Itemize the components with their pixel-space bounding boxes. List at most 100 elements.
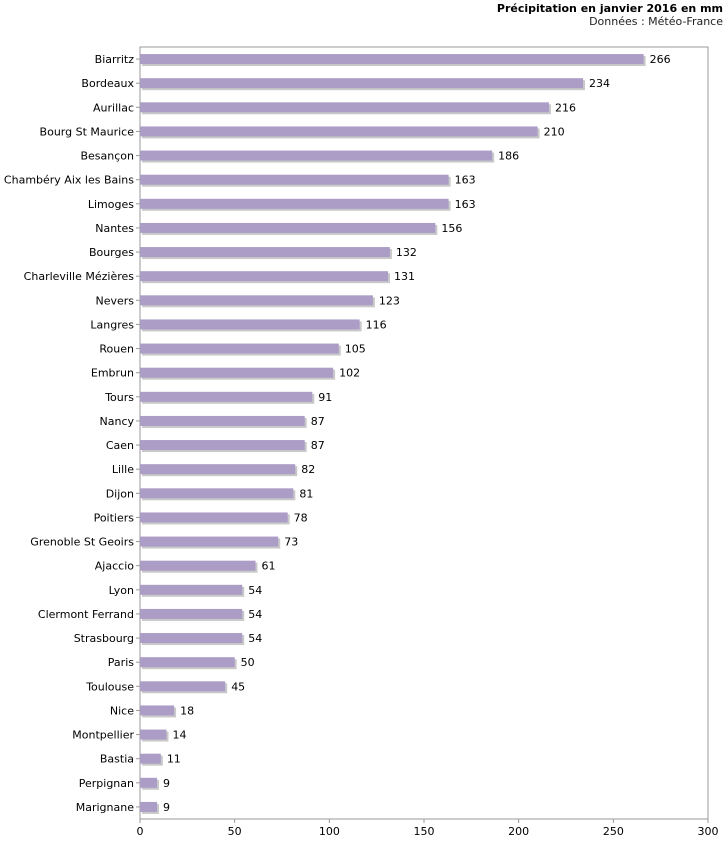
category-label: Charleville Mézières: [24, 270, 135, 283]
chart-title: Précipitation en janvier 2016 en mm: [496, 2, 723, 15]
value-label: 131: [394, 270, 415, 283]
category-label: Dijon: [106, 487, 134, 500]
category-label: Perpignan: [79, 777, 134, 790]
category-label: Nevers: [95, 294, 134, 307]
bar-17: [140, 464, 296, 475]
bar-28: [140, 729, 167, 740]
category-label: Grenoble St Geoirs: [30, 536, 134, 549]
bar-13: [140, 367, 334, 378]
category-label: Paris: [108, 656, 134, 669]
bar-22: [140, 584, 243, 595]
value-label: 266: [650, 53, 671, 66]
bar-24: [140, 633, 243, 644]
category-label: Marignane: [76, 801, 134, 814]
x-tick-label: 50: [228, 825, 242, 838]
category-label: Embrun: [91, 367, 134, 380]
category-label: Chambéry Aix les Bains: [4, 174, 134, 187]
x-tick-label: 150: [414, 825, 435, 838]
bar-11: [140, 319, 360, 330]
value-label: 132: [396, 246, 417, 259]
value-label: 82: [301, 463, 315, 476]
value-label: 78: [294, 511, 308, 524]
bar-25: [140, 657, 235, 668]
value-label: 216: [555, 101, 576, 114]
category-label: Strasbourg: [74, 632, 134, 645]
bar-1: [140, 78, 584, 89]
value-label: 11: [167, 753, 181, 766]
value-label: 73: [284, 536, 298, 549]
value-label: 18: [180, 704, 194, 717]
category-label: Nancy: [100, 415, 135, 428]
bar-27: [140, 705, 175, 716]
x-tick-label: 300: [698, 825, 719, 838]
category-label: Nice: [110, 704, 134, 717]
bar-2: [140, 102, 549, 113]
bar-0: [140, 54, 644, 65]
bar-29: [140, 753, 161, 764]
x-tick-label: 0: [137, 825, 144, 838]
chart-subtitle: Données : Météo-France: [589, 15, 723, 28]
x-tick-label: 250: [603, 825, 624, 838]
bar-21: [140, 560, 256, 571]
value-label: 186: [498, 150, 519, 163]
category-label: Bordeaux: [81, 77, 134, 90]
bar-3: [140, 126, 538, 137]
x-tick-label: 200: [508, 825, 529, 838]
bar-19: [140, 512, 288, 523]
bar-31: [140, 801, 158, 812]
bar-16: [140, 440, 305, 451]
category-label: Bourg St Maurice: [40, 125, 135, 138]
value-label: 9: [163, 801, 170, 814]
bar-10: [140, 295, 373, 306]
value-label: 14: [173, 729, 187, 742]
category-label: Clermont Ferrand: [38, 608, 134, 621]
category-label: Lyon: [109, 584, 134, 597]
plot-frame: [139, 46, 709, 820]
bar-12: [140, 343, 339, 354]
value-label: 156: [441, 222, 462, 235]
bar-26: [140, 681, 226, 692]
bar-4: [140, 150, 493, 161]
value-label: 116: [366, 318, 387, 331]
category-label: Langres: [90, 318, 134, 331]
bar-30: [140, 777, 158, 788]
value-label: 54: [248, 584, 262, 597]
value-label: 9: [163, 777, 170, 790]
value-label: 87: [311, 415, 325, 428]
category-label: Nantes: [95, 222, 134, 235]
value-label: 54: [248, 632, 262, 645]
category-label: Bourges: [89, 246, 134, 259]
bar-5: [140, 174, 449, 185]
category-label: Bastia: [100, 753, 134, 766]
category-label: Lille: [112, 463, 134, 476]
value-label: 163: [455, 174, 476, 187]
bar-20: [140, 536, 279, 547]
value-label: 105: [345, 343, 366, 356]
category-label: Montpellier: [72, 729, 134, 742]
bar-15: [140, 415, 305, 426]
value-label: 54: [248, 608, 262, 621]
value-label: 102: [339, 367, 360, 380]
value-label: 210: [544, 125, 565, 138]
bar-14: [140, 391, 313, 402]
value-label: 87: [311, 439, 325, 452]
value-label: 45: [231, 680, 245, 693]
category-label: Ajaccio: [95, 560, 134, 573]
bar-23: [140, 608, 243, 619]
bar-9: [140, 271, 389, 282]
category-label: Limoges: [88, 198, 134, 211]
chart-header: Précipitation en janvier 2016 en mm Donn…: [497, 2, 723, 28]
category-label: Toulouse: [85, 680, 134, 693]
bar-7: [140, 222, 436, 233]
value-label: 234: [589, 77, 610, 90]
value-label: 81: [299, 487, 313, 500]
value-label: 163: [455, 198, 476, 211]
category-label: Aurillac: [93, 101, 134, 114]
category-label: Poitiers: [94, 511, 135, 524]
x-tick-label: 100: [319, 825, 340, 838]
bar-6: [140, 198, 449, 209]
bar-18: [140, 488, 294, 499]
category-label: Rouen: [99, 343, 134, 356]
value-label: 91: [318, 391, 332, 404]
